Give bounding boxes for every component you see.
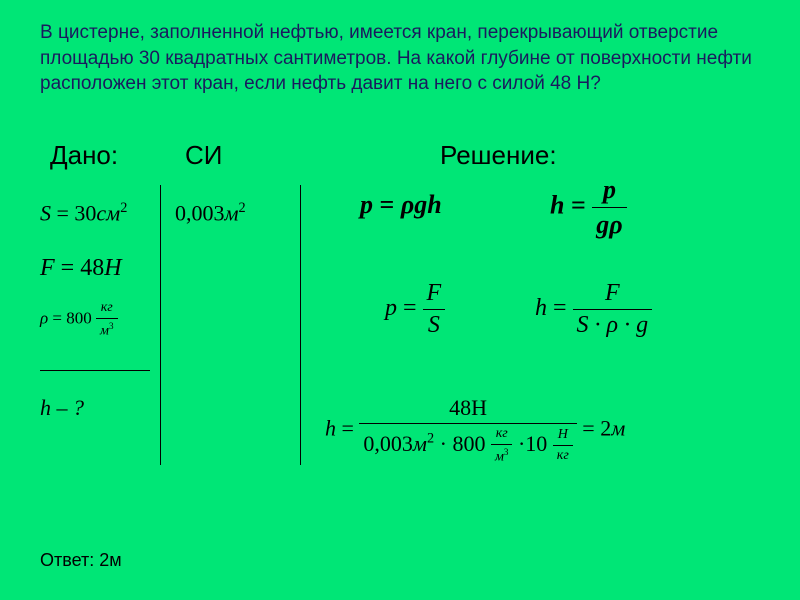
rho-unit-bot: м bbox=[100, 324, 109, 339]
given-density-value: 800 bbox=[66, 309, 92, 328]
f5-den-unit-a: м bbox=[413, 431, 427, 456]
f5-den-b: 800 bbox=[452, 431, 485, 456]
si-area-unit: м bbox=[225, 200, 239, 225]
f1-rhs: ρgh bbox=[401, 190, 442, 219]
f2-den: gρ bbox=[592, 210, 626, 240]
given-force-unit: Н bbox=[104, 255, 121, 281]
given-density: ρ = 800 кг м3 bbox=[40, 300, 118, 340]
f2-lhs: h bbox=[550, 190, 564, 219]
f5-den-c: 10 bbox=[525, 431, 547, 456]
formula-numeric: h = 48Н 0,003м2 · 800 кг м3 ·10 Н кг = 2… bbox=[325, 395, 625, 466]
f5-result-unit: м bbox=[611, 415, 625, 440]
divider-2 bbox=[300, 185, 301, 465]
formula-pressure: p = ρgh bbox=[360, 190, 442, 220]
formula-depth: h = p gρ bbox=[550, 175, 627, 240]
f5-m3: м bbox=[495, 450, 504, 465]
formula-h-full: h = F S · ρ · g bbox=[535, 280, 652, 339]
f1-lhs: p bbox=[360, 190, 373, 219]
f5-num: 48Н bbox=[449, 395, 487, 420]
given-area-value: 30 bbox=[74, 200, 96, 225]
given-separator bbox=[40, 370, 150, 371]
answer: Ответ: 2м bbox=[40, 550, 122, 571]
si-area: 0,003м2 bbox=[175, 200, 246, 226]
given-force-value: 48 bbox=[80, 255, 104, 281]
f4-num: F bbox=[573, 280, 653, 307]
problem-text: В цистерне, заполненной нефтью, имеется … bbox=[40, 20, 760, 97]
f5-result: 2 bbox=[600, 415, 611, 440]
given-unknown: h – ? bbox=[40, 395, 84, 421]
f5-kg2: кг bbox=[553, 448, 573, 464]
given-area-unit: см bbox=[96, 200, 120, 225]
f5-lhs: h bbox=[325, 415, 336, 440]
given-force: F = 48Н bbox=[40, 255, 122, 282]
divider-1 bbox=[160, 185, 161, 465]
given-area: S = 30см2 bbox=[40, 200, 127, 226]
header-solution: Решение: bbox=[440, 140, 557, 171]
f3-den: S bbox=[423, 312, 446, 339]
f3-num: F bbox=[423, 280, 446, 307]
header-given: Дано: bbox=[50, 140, 118, 171]
f2-num: p bbox=[592, 175, 626, 205]
f3-lhs: p bbox=[385, 295, 397, 321]
rho-unit-top: кг bbox=[96, 300, 117, 316]
si-area-value: 0,003 bbox=[175, 200, 225, 225]
f4-lhs: h bbox=[535, 295, 547, 321]
formula-p-fs: p = F S bbox=[385, 280, 445, 339]
f5-N: Н bbox=[553, 427, 573, 443]
f4-den: S · ρ · g bbox=[573, 312, 653, 339]
f5-den-a: 0,003 bbox=[363, 431, 413, 456]
header-si: СИ bbox=[185, 140, 222, 171]
f5-kg: кг bbox=[491, 426, 512, 442]
